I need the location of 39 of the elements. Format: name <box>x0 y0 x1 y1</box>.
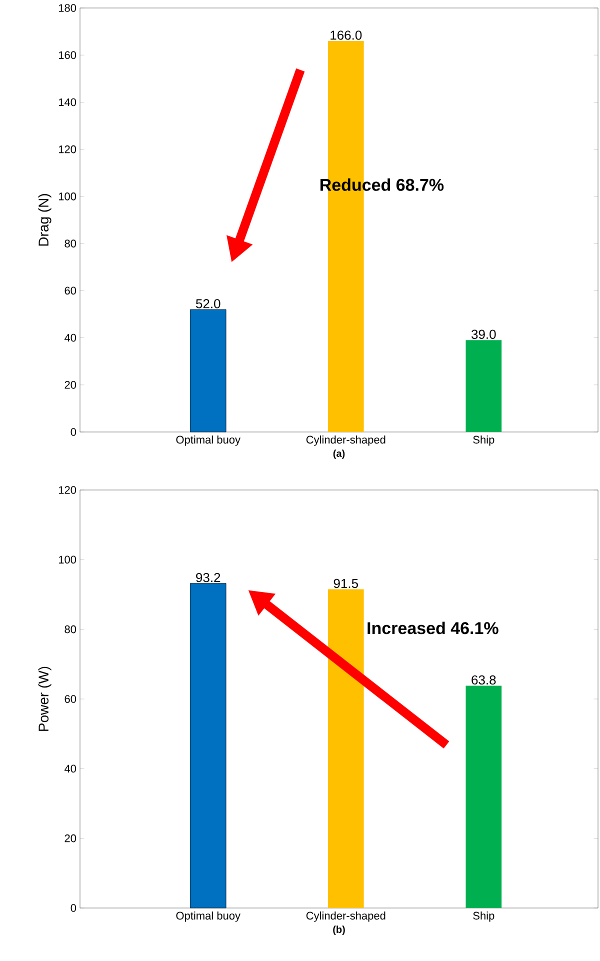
x-tick-label: Optimal buoy <box>176 436 240 446</box>
data-label: 39.0 <box>472 330 496 339</box>
bar <box>328 589 364 908</box>
annotation: Increased 46.1% <box>368 622 498 634</box>
y-axis-title: Drag (N) <box>38 194 52 246</box>
y-tick-label: 60 <box>64 695 76 703</box>
y-tick-label: 160 <box>58 51 76 59</box>
x-axis-title: (a) <box>333 450 345 459</box>
data-label: 63.8 <box>472 675 496 685</box>
y-tick-label: 40 <box>64 764 76 773</box>
y-tick-label: 140 <box>58 98 76 106</box>
data-label: 166.0 <box>330 30 362 40</box>
x-tick-label: Ship <box>473 436 494 446</box>
y-tick-label: 80 <box>64 240 76 248</box>
y-tick-label: 20 <box>64 380 76 389</box>
y-tick-label: 0 <box>70 428 76 436</box>
y-tick-label: 20 <box>64 834 76 842</box>
bar <box>190 309 226 432</box>
bar <box>190 583 226 908</box>
data-label: 93.2 <box>196 572 220 582</box>
x-tick-label: Ship <box>473 912 494 922</box>
data-label: 52.0 <box>196 299 220 308</box>
y-axis-title: Power (W) <box>38 666 52 731</box>
data-label: 91.5 <box>334 578 358 588</box>
y-tick-label: 40 <box>64 334 76 342</box>
x-tick-label: Cylinder-shaped <box>306 436 386 446</box>
bar <box>466 686 502 908</box>
x-tick-label: Cylinder-shaped <box>306 912 386 922</box>
y-tick-label: 80 <box>64 625 76 634</box>
x-axis-title: (b) <box>333 926 345 935</box>
y-tick-label: 100 <box>58 192 76 200</box>
y-tick-label: 180 <box>58 4 76 12</box>
y-tick-label: 120 <box>58 486 76 494</box>
y-tick-label: 60 <box>64 286 76 295</box>
bar <box>466 340 502 432</box>
y-tick-label: 100 <box>58 556 76 564</box>
y-tick-label: 0 <box>70 904 76 912</box>
y-tick-label: 120 <box>58 145 76 154</box>
x-tick-label: Optimal buoy <box>176 912 240 922</box>
